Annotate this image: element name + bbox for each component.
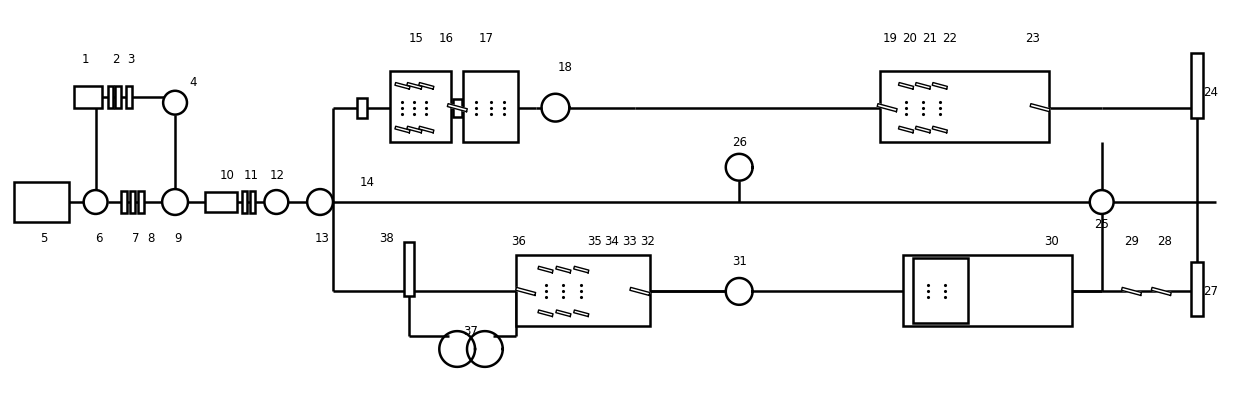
Text: 18: 18 xyxy=(558,61,573,74)
Text: 36: 36 xyxy=(511,235,526,248)
Polygon shape xyxy=(516,287,536,295)
Polygon shape xyxy=(448,104,467,112)
Text: 7: 7 xyxy=(131,232,139,245)
Bar xyxy=(126,86,131,108)
Polygon shape xyxy=(556,266,570,273)
Polygon shape xyxy=(538,310,553,317)
Bar xyxy=(1192,262,1203,316)
Text: 26: 26 xyxy=(732,136,746,149)
Bar xyxy=(903,255,1071,326)
Text: 20: 20 xyxy=(903,32,918,45)
Circle shape xyxy=(264,190,288,214)
Circle shape xyxy=(308,189,334,215)
Bar xyxy=(453,99,461,116)
Polygon shape xyxy=(630,287,650,295)
Text: 13: 13 xyxy=(315,232,330,245)
Bar xyxy=(73,86,102,108)
Polygon shape xyxy=(407,126,422,133)
Polygon shape xyxy=(556,310,570,317)
Bar xyxy=(1192,53,1203,118)
Text: 22: 22 xyxy=(942,32,957,45)
Polygon shape xyxy=(419,83,434,89)
Bar xyxy=(249,191,255,213)
Text: 1: 1 xyxy=(82,53,89,66)
Text: 6: 6 xyxy=(94,232,103,245)
Polygon shape xyxy=(538,266,553,273)
Polygon shape xyxy=(407,83,422,89)
Polygon shape xyxy=(899,83,914,89)
Bar xyxy=(913,258,967,323)
Text: 10: 10 xyxy=(219,168,234,182)
Bar xyxy=(122,190,126,213)
Polygon shape xyxy=(877,104,898,112)
Bar xyxy=(108,86,113,108)
Bar xyxy=(404,242,414,296)
Polygon shape xyxy=(899,126,914,133)
Polygon shape xyxy=(394,83,410,89)
Text: 24: 24 xyxy=(1204,86,1219,99)
Text: 35: 35 xyxy=(587,235,601,248)
Text: 31: 31 xyxy=(732,255,746,268)
Bar xyxy=(115,86,122,108)
Text: 30: 30 xyxy=(1044,235,1059,248)
Text: 34: 34 xyxy=(605,235,620,248)
Text: 2: 2 xyxy=(112,53,119,66)
Polygon shape xyxy=(574,310,589,317)
Bar xyxy=(205,192,237,212)
Bar xyxy=(242,191,247,213)
Bar xyxy=(130,190,135,213)
Polygon shape xyxy=(394,126,410,133)
Polygon shape xyxy=(915,83,930,89)
Text: 3: 3 xyxy=(128,53,135,66)
Text: 17: 17 xyxy=(479,32,494,45)
Text: 4: 4 xyxy=(190,77,197,89)
Text: 28: 28 xyxy=(1157,235,1172,248)
Text: 8: 8 xyxy=(148,232,155,245)
Text: 29: 29 xyxy=(1123,235,1140,248)
Bar xyxy=(389,71,451,142)
Polygon shape xyxy=(932,126,947,133)
Text: 21: 21 xyxy=(923,32,937,45)
Text: 9: 9 xyxy=(175,232,182,245)
Text: 19: 19 xyxy=(883,32,898,45)
Circle shape xyxy=(83,190,108,214)
Text: 5: 5 xyxy=(40,232,47,245)
Circle shape xyxy=(164,91,187,115)
Bar xyxy=(463,71,518,142)
Bar xyxy=(14,182,68,222)
Bar xyxy=(880,71,1049,142)
Circle shape xyxy=(1090,190,1114,214)
Text: 27: 27 xyxy=(1204,285,1219,298)
Text: 25: 25 xyxy=(1094,218,1109,231)
Polygon shape xyxy=(574,266,589,273)
Polygon shape xyxy=(1030,104,1050,112)
Circle shape xyxy=(162,189,188,215)
Bar xyxy=(139,190,144,213)
Text: 12: 12 xyxy=(270,168,285,182)
Bar xyxy=(357,98,367,118)
Text: 33: 33 xyxy=(622,235,637,248)
Polygon shape xyxy=(1121,287,1142,295)
Bar xyxy=(516,255,650,326)
Polygon shape xyxy=(915,126,930,133)
Text: 38: 38 xyxy=(379,232,394,245)
Text: 32: 32 xyxy=(640,235,655,248)
Text: 37: 37 xyxy=(464,325,479,338)
Text: 16: 16 xyxy=(439,32,454,45)
Polygon shape xyxy=(932,83,947,89)
Text: 15: 15 xyxy=(409,32,424,45)
Text: 23: 23 xyxy=(1024,32,1039,45)
Text: 11: 11 xyxy=(244,168,259,182)
Polygon shape xyxy=(1151,287,1172,295)
Text: 14: 14 xyxy=(360,176,374,189)
Polygon shape xyxy=(419,126,434,133)
